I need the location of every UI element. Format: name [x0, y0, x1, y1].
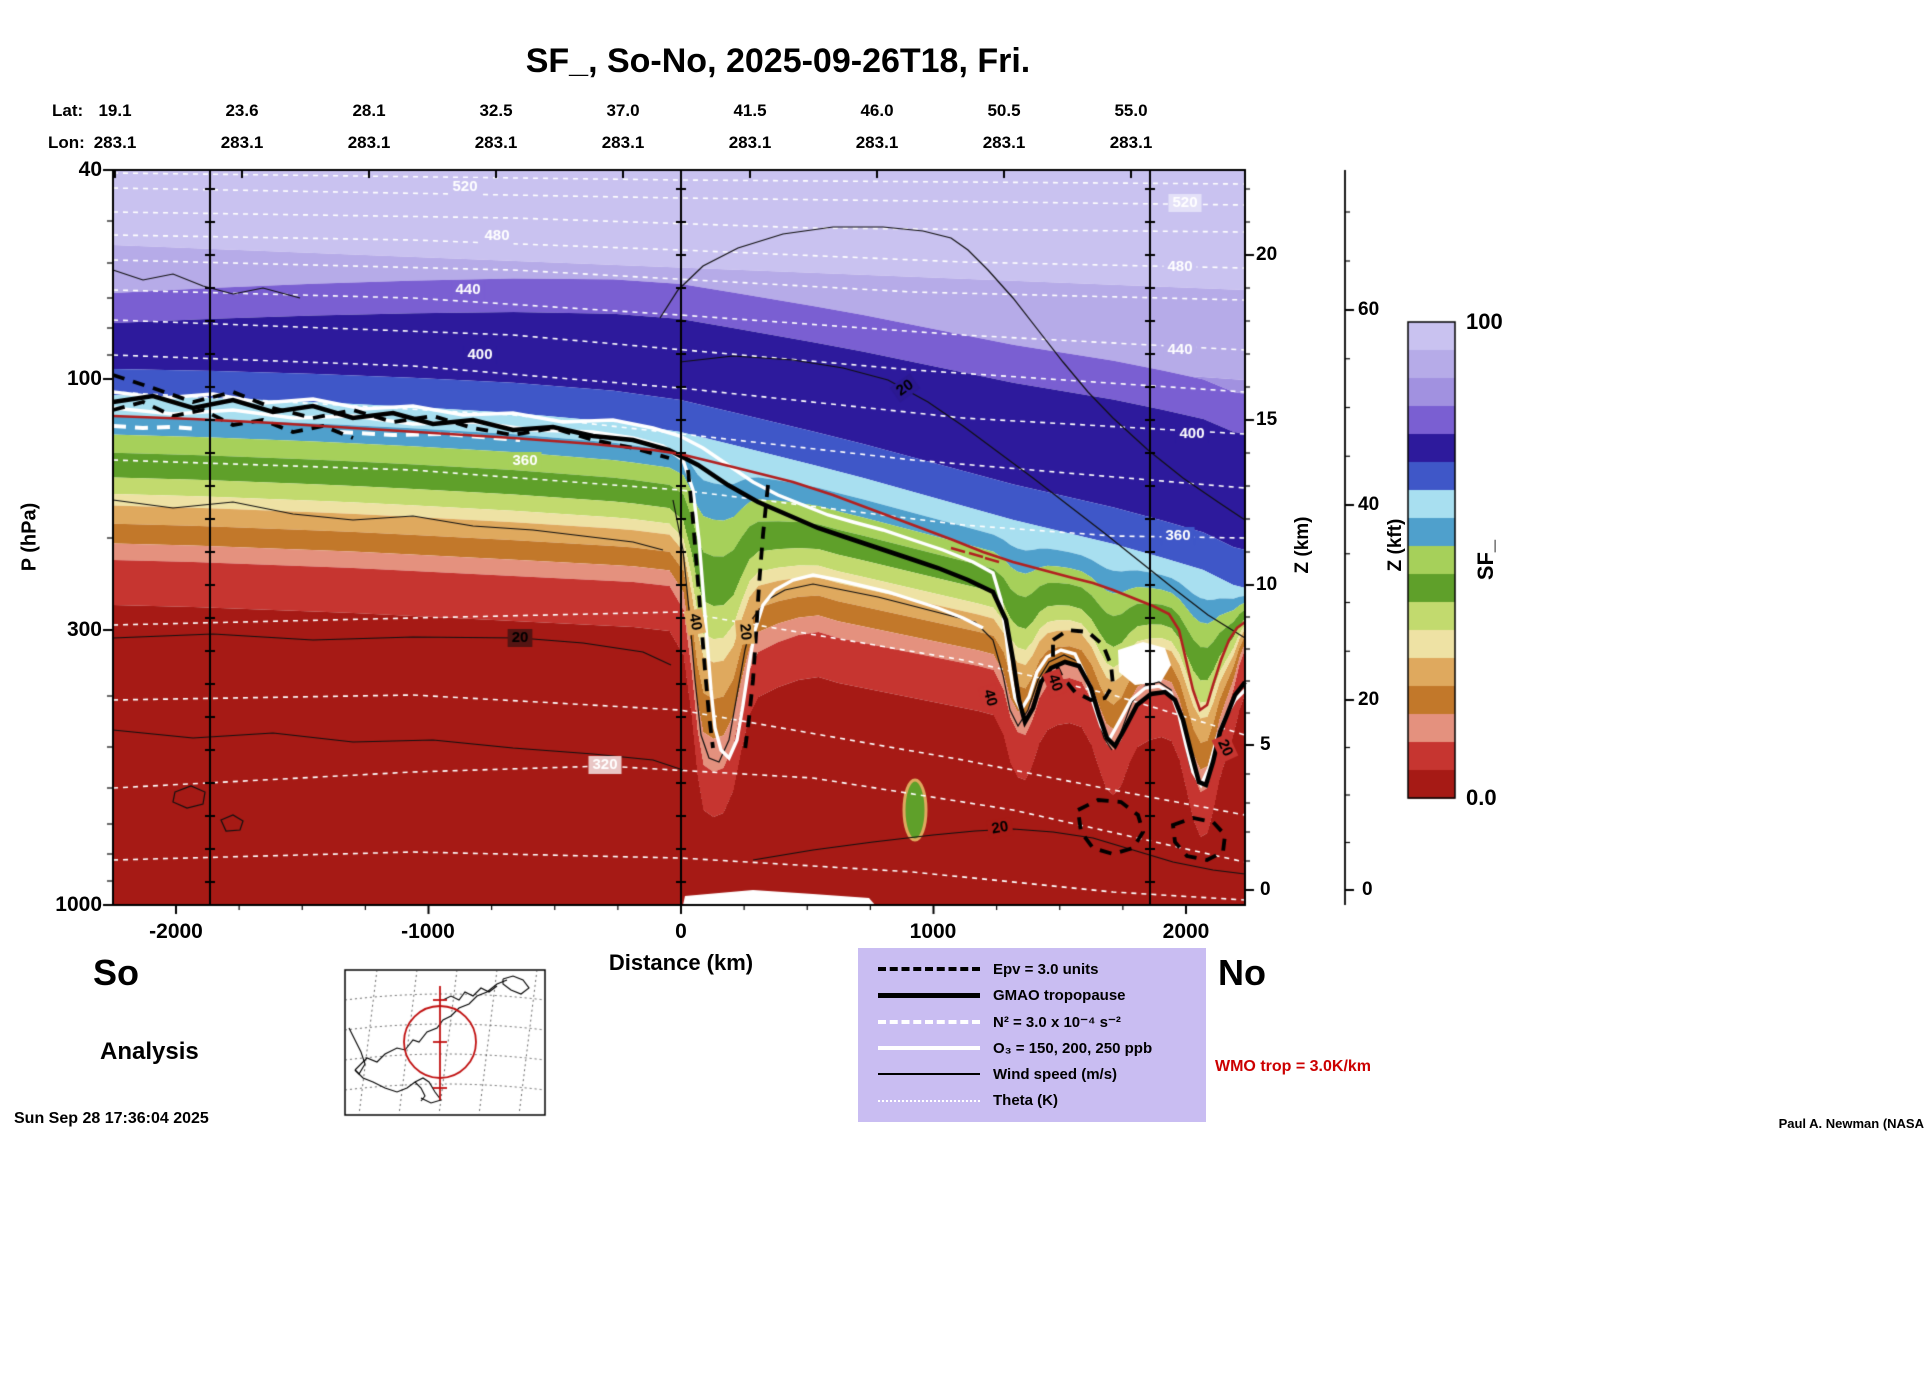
- lon-value: 283.1: [728, 133, 772, 152]
- zkm-tick: 20: [1256, 244, 1278, 265]
- p-tick-40: 40: [78, 158, 102, 181]
- lon-value: 283.1: [982, 133, 1026, 152]
- x-tick: 2000: [1162, 920, 1210, 943]
- o3-line-swatch: [878, 1046, 980, 1051]
- x-axis-title: Distance (km): [608, 950, 754, 975]
- lat-value: 50.5: [987, 101, 1021, 120]
- zkm-tick: 5: [1260, 734, 1271, 755]
- legend-item-o3: O₃ = 150, 200, 250 ppb: [858, 1036, 1206, 1060]
- legend-label-epv: Epv = 3.0 units: [993, 960, 1099, 978]
- lat-axis-label: Lat:: [52, 101, 84, 120]
- colorbar-max-label: 100: [1466, 309, 1503, 334]
- legend-box: Epv = 3.0 units GMAO tropopause N² = 3.0…: [858, 948, 1206, 1122]
- theta-line-swatch: [878, 1099, 980, 1102]
- x-tick: -1000: [401, 920, 455, 943]
- lon-value: 283.1: [1109, 133, 1153, 152]
- zkm-axis-title: Z (km): [1292, 516, 1313, 574]
- x-tick: -2000: [149, 920, 203, 943]
- p-tick-1000: 1000: [55, 893, 102, 916]
- x-tick: 1000: [909, 920, 957, 943]
- legend-label-theta: Theta (K): [993, 1092, 1058, 1110]
- x-tick: 0: [675, 920, 687, 943]
- wind-line-swatch: [878, 1073, 980, 1076]
- zkft-tick: 60: [1358, 299, 1380, 320]
- wmo-trop-note: WMO trop = 3.0K/km: [1215, 1058, 1372, 1075]
- gmao-line-swatch: [878, 992, 980, 998]
- colorbar-title: SF_: [1473, 539, 1498, 581]
- lon-value: 283.1: [347, 133, 391, 152]
- lat-value: 37.0: [606, 101, 640, 120]
- zkft-tick: 0: [1362, 879, 1373, 900]
- lat-value: 32.5: [479, 101, 513, 120]
- endpoint-label-south: So: [93, 952, 140, 993]
- legend-label-gmao: GMAO tropopause: [993, 986, 1126, 1004]
- p-axis-title: P (hPa): [18, 502, 41, 572]
- legend-item-theta: Theta (K): [858, 1089, 1206, 1113]
- credit: Paul A. Newman (NASA: [1778, 1116, 1924, 1131]
- colorbar-min-label: 0.0: [1466, 785, 1497, 810]
- legend-item-wind: Wind speed (m/s): [858, 1062, 1206, 1086]
- lon-axis-label: Lon:: [48, 133, 85, 152]
- zkm-tick: 15: [1256, 409, 1278, 430]
- lat-value: 28.1: [352, 101, 386, 120]
- zkm-tick: 10: [1256, 574, 1278, 595]
- lon-value: 283.1: [220, 133, 264, 152]
- lat-value: 46.0: [860, 101, 894, 120]
- legend-label-wind: Wind speed (m/s): [993, 1065, 1118, 1083]
- zkm-tick: 0: [1260, 879, 1271, 900]
- legend-label-n2: N² = 3.0 x 10⁻⁴ s⁻²: [993, 1013, 1121, 1031]
- legend-label-o3: O₃ = 150, 200, 250 ppb: [993, 1039, 1153, 1057]
- analysis-label: Analysis: [100, 1038, 199, 1065]
- epv-line-swatch: [878, 967, 980, 972]
- page-title: SF_, So-No, 2025-09-26T18, Fri.: [525, 42, 1031, 80]
- zkft-axis-title: Z (kft): [1385, 518, 1406, 572]
- lon-value: 283.1: [474, 133, 518, 152]
- zkft-tick: 40: [1358, 494, 1380, 515]
- p-tick-300: 300: [66, 618, 102, 641]
- lat-value: 19.1: [98, 101, 132, 120]
- lon-value: 283.1: [93, 133, 137, 152]
- zkft-tick: 20: [1358, 689, 1380, 710]
- legend-item-n2: N² = 3.0 x 10⁻⁴ s⁻²: [858, 1010, 1206, 1034]
- legend-item-epv: Epv = 3.0 units: [858, 957, 1206, 981]
- lon-value: 283.1: [601, 133, 645, 152]
- lat-value: 23.6: [225, 101, 259, 120]
- lat-value: 55.0: [1114, 101, 1148, 120]
- legend-item-gmao: GMAO tropopause: [858, 983, 1206, 1007]
- timestamp: Sun Sep 28 17:36:04 2025: [14, 1110, 209, 1127]
- lon-value: 283.1: [855, 133, 899, 152]
- lat-value: 41.5: [733, 101, 767, 120]
- n2-line-swatch: [878, 1019, 980, 1024]
- endpoint-label-north: No: [1218, 952, 1266, 993]
- p-tick-100: 100: [66, 367, 102, 390]
